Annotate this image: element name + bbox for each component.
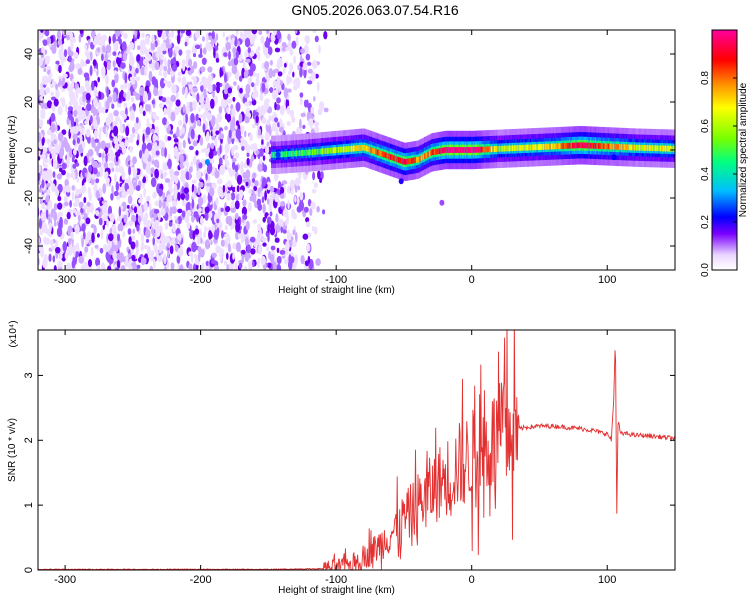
colorbar-tick-label: 0.4 (700, 167, 711, 181)
x-tick-label: -300 (54, 574, 76, 586)
x-tick-label: -200 (190, 274, 212, 286)
colorbar-tick-label: 0.8 (700, 71, 711, 85)
colorbar: 0.0 0.2 0.4 0.6 0.8 Normalized spectral ampli… (700, 29, 749, 277)
signal-ridge (204, 126, 675, 206)
y-tick-label: 3 (23, 372, 35, 378)
top-x-axis-label: Height of straight line (km) (278, 285, 395, 296)
x-tick-label: 0 (469, 274, 475, 286)
colorbar-tick-label: 0.6 (700, 119, 711, 133)
y-tick-label: -40 (23, 238, 35, 254)
snr-plot-area (38, 330, 675, 570)
y-tick-label: -20 (23, 190, 35, 206)
top-x-axis: -300 -200 -100 0 100 Height of straight line … (54, 30, 616, 296)
x-tick-label: -200 (190, 574, 212, 586)
y-tick-label: 40 (23, 48, 35, 60)
y-tick-label: 2 (23, 437, 35, 443)
top-y-axis: -40 -20 0 20 40 Frequency (Hz) (7, 48, 675, 254)
x-tick-label: -100 (325, 274, 347, 286)
colorbar-frame (711, 29, 738, 271)
bottom-y-axis: 0 1 2 3 SNR (10 * v/v) (x10⁴) (7, 320, 675, 573)
noise-field (38, 30, 329, 270)
colorbar-tick-label: 0.0 (700, 263, 711, 277)
y-tick-label: 1 (23, 502, 35, 508)
colorbar-label: Normalized spectral amplitude (738, 82, 749, 217)
bottom-y-axis-label: SNR (10 * v/v) (7, 418, 18, 482)
x-tick-label: 100 (598, 274, 616, 286)
y-multiplier-label: (x10⁴) (8, 320, 19, 347)
snr-series-line (38, 330, 675, 570)
x-tick-label: 0 (469, 574, 475, 586)
y-tick-label: 0 (23, 567, 35, 573)
bottom-x-axis-label: Height of straight line (km) (278, 585, 395, 596)
x-tick-label: -300 (54, 274, 76, 286)
chart-title: GN05.2026.063.07.54.R16 (291, 2, 459, 18)
x-tick-label: 100 (598, 574, 616, 586)
spectrogram (38, 30, 675, 270)
bottom-x-axis: -300 -200 -100 0 100 Height of straight line … (54, 330, 616, 596)
top-y-axis-label: Frequency (Hz) (7, 116, 18, 185)
colorbar-tick-label: 0.2 (700, 215, 711, 229)
y-tick-label: 0 (23, 147, 35, 153)
x-tick-label: -100 (325, 574, 347, 586)
y-tick-label: 20 (23, 96, 35, 108)
bottom-plot-frame (37, 329, 676, 571)
